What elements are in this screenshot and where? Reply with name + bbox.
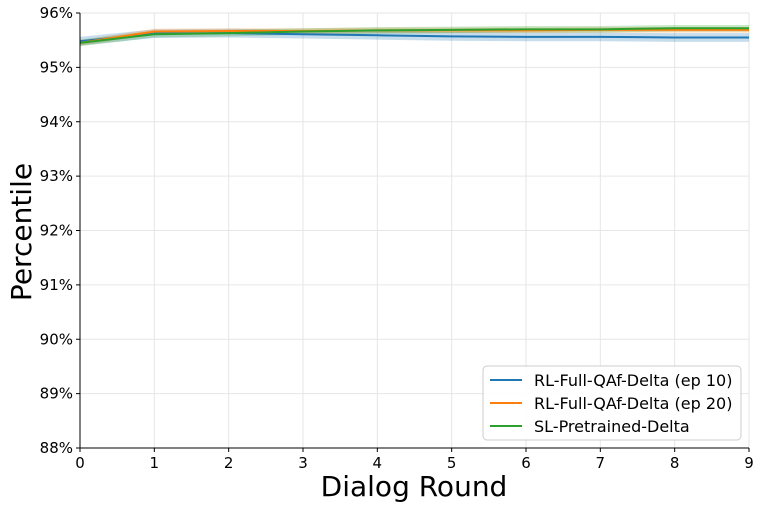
x-ticks: 0 1 2 3 4 5 6 7 8 9	[75, 448, 754, 472]
y-tick-label: 93%	[40, 167, 73, 185]
y-tick-label: 94%	[40, 113, 73, 131]
x-axis-title: Dialog Round	[321, 470, 508, 503]
y-tick-label: 89%	[40, 385, 73, 403]
x-tick-label: 6	[521, 454, 531, 472]
series-lines	[79, 27, 749, 44]
y-tick-label: 92%	[40, 222, 73, 240]
legend-label-0: RL-Full-QAf-Delta (ep 10)	[534, 371, 732, 390]
x-tick-label: 2	[224, 454, 234, 472]
grid	[80, 12, 750, 448]
y-tick-label: 95%	[40, 58, 73, 76]
y-tick-label: 88%	[40, 439, 73, 457]
legend-box	[482, 365, 742, 441]
series-line-2	[79, 27, 749, 44]
x-tick-label: 8	[670, 454, 680, 472]
y-ticks: 88% 89% 90% 91% 92% 93% 94% 95% 96%	[40, 4, 80, 457]
x-tick-label: 5	[447, 454, 457, 472]
y-tick-label: 90%	[40, 330, 73, 348]
legend-label-2: SL-Pretrained-Delta	[534, 417, 690, 436]
legend-label-1: RL-Full-QAf-Delta (ep 20)	[534, 394, 732, 413]
y-tick-label: 91%	[40, 276, 73, 294]
x-tick-label: 0	[75, 454, 85, 472]
x-tick-label: 3	[298, 454, 308, 472]
y-axis-title: Percentile	[5, 163, 38, 301]
x-tick-label: 4	[373, 454, 383, 472]
x-tick-label: 7	[596, 454, 606, 472]
x-tick-label: 9	[744, 454, 754, 472]
y-tick-label: 96%	[40, 4, 73, 22]
legend: RL-Full-QAf-Delta (ep 10) RL-Full-QAf-Del…	[482, 365, 742, 441]
x-tick-label: 1	[150, 454, 160, 472]
